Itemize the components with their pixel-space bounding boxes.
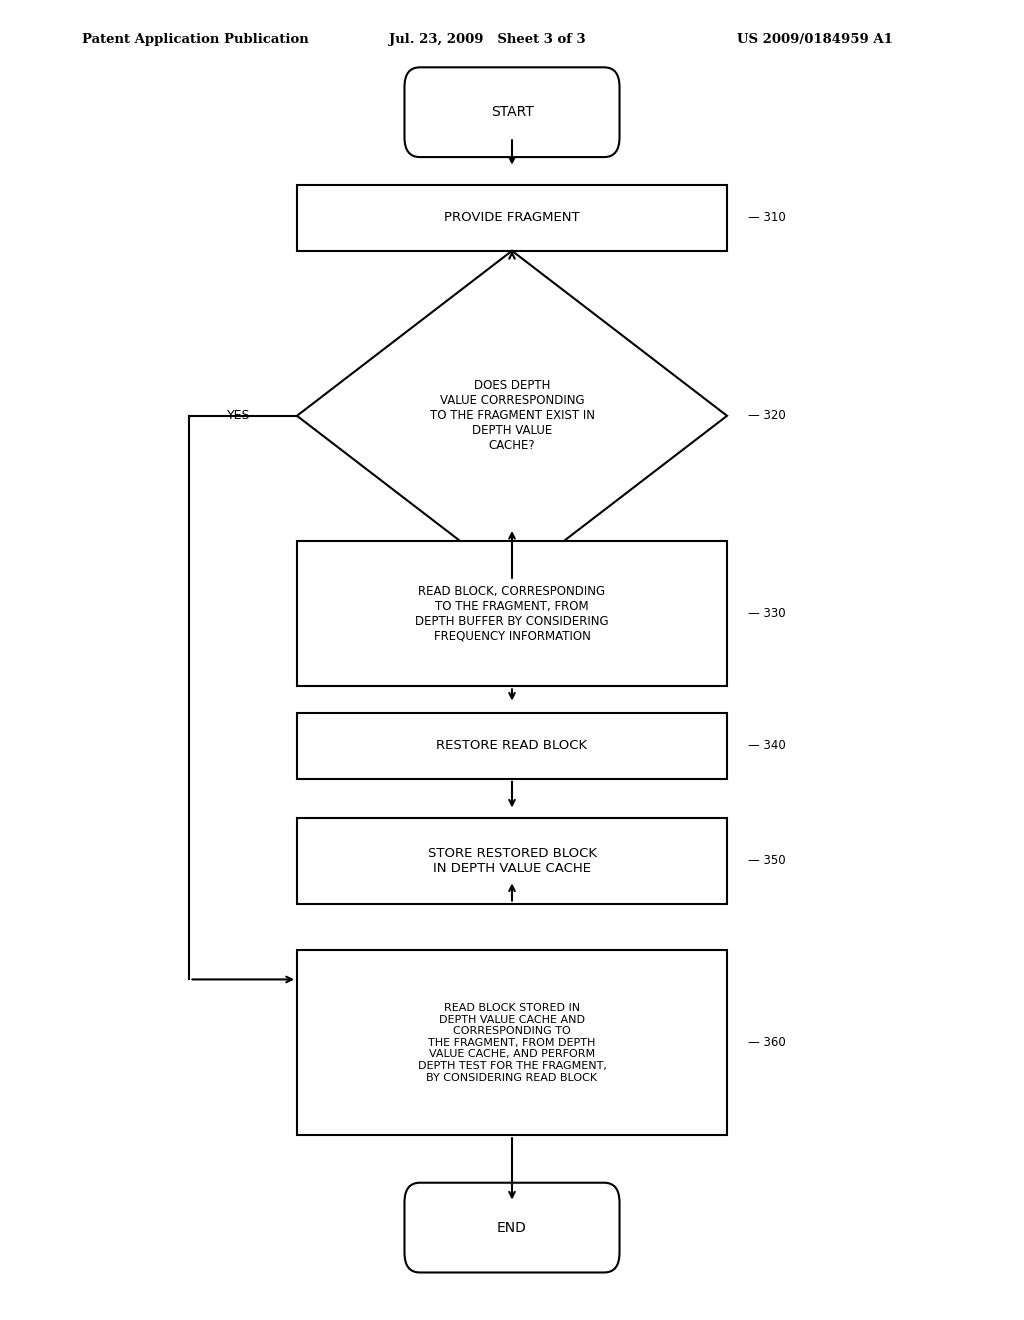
Text: STORE RESTORED BLOCK
IN DEPTH VALUE CACHE: STORE RESTORED BLOCK IN DEPTH VALUE CACH… (427, 846, 597, 875)
Text: READ BLOCK, CORRESPONDING
TO THE FRAGMENT, FROM
DEPTH BUFFER BY CONSIDERING
FREQ: READ BLOCK, CORRESPONDING TO THE FRAGMEN… (415, 585, 609, 643)
Text: START: START (490, 106, 534, 119)
Polygon shape (297, 251, 727, 581)
Text: US 2009/0184959 A1: US 2009/0184959 A1 (737, 33, 893, 46)
Text: READ BLOCK STORED IN
DEPTH VALUE CACHE AND
CORRESPONDING TO
THE FRAGMENT, FROM D: READ BLOCK STORED IN DEPTH VALUE CACHE A… (418, 1003, 606, 1082)
Text: RESTORE READ BLOCK: RESTORE READ BLOCK (436, 739, 588, 752)
Text: YES: YES (227, 409, 251, 422)
FancyBboxPatch shape (297, 950, 727, 1135)
Text: Jul. 23, 2009   Sheet 3 of 3: Jul. 23, 2009 Sheet 3 of 3 (389, 33, 586, 46)
Text: Patent Application Publication: Patent Application Publication (82, 33, 308, 46)
Text: DOES DEPTH
VALUE CORRESPONDING
TO THE FRAGMENT EXIST IN
DEPTH VALUE
CACHE?: DOES DEPTH VALUE CORRESPONDING TO THE FR… (429, 379, 595, 453)
FancyBboxPatch shape (297, 541, 727, 686)
Text: — 320: — 320 (748, 409, 785, 422)
Text: — 360: — 360 (748, 1036, 785, 1049)
FancyBboxPatch shape (297, 185, 727, 251)
FancyBboxPatch shape (297, 713, 727, 779)
FancyBboxPatch shape (404, 1183, 620, 1272)
FancyBboxPatch shape (297, 817, 727, 903)
Text: — 340: — 340 (748, 739, 785, 752)
Text: PROVIDE FRAGMENT: PROVIDE FRAGMENT (444, 211, 580, 224)
FancyBboxPatch shape (404, 67, 620, 157)
Text: — 330: — 330 (748, 607, 785, 620)
Text: FIG. 3: FIG. 3 (474, 73, 550, 95)
Text: — 350: — 350 (748, 854, 785, 867)
Text: END: END (497, 1221, 527, 1234)
Text: NO: NO (532, 561, 552, 574)
Text: — 310: — 310 (748, 211, 785, 224)
